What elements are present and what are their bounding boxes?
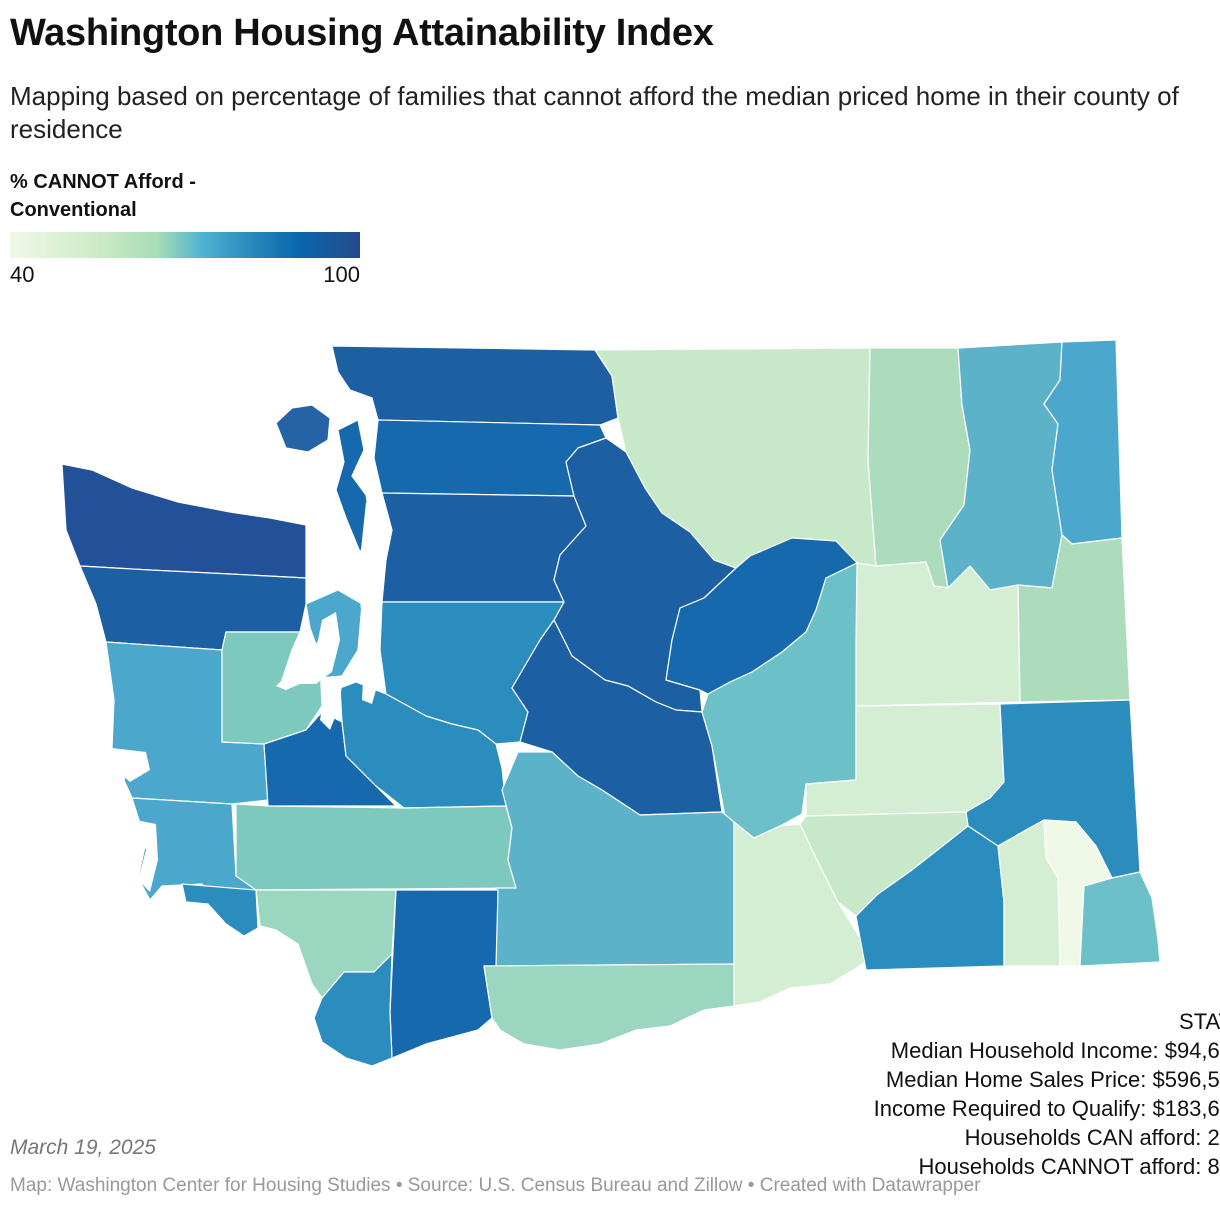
stats-median-home-sales-price: Median Home Sales Price: $596,51	[885, 1067, 1220, 1092]
county-clark[interactable]	[313, 953, 393, 1067]
county-san-juan[interactable]	[275, 404, 331, 453]
puget-sound-water	[112, 502, 380, 892]
county-snohomish[interactable]	[381, 492, 587, 603]
legend-min-label: 40	[10, 262, 35, 287]
county-wahkiakum[interactable]	[181, 883, 259, 937]
legend-title: % CANNOT Afford - Conventional	[10, 171, 196, 221]
county-spokane[interactable]	[1017, 534, 1131, 703]
county-pend-oreille[interactable]	[1043, 339, 1123, 545]
county-asotin[interactable]	[1079, 871, 1161, 967]
legend-gradient-bar	[10, 232, 360, 258]
stats-median-household-income: Median Household Income: $94,60	[890, 1038, 1220, 1063]
color-legend: % CANNOT Afford - Conventional 40 100	[10, 168, 360, 290]
stats-income-required: Income Required to Qualify: $183,61	[873, 1096, 1220, 1121]
chart-title: Washington Housing Attainability Index	[10, 12, 714, 54]
statewide-stats-box: STAT Median Household Income: $94,60 Med…	[0, 1008, 1220, 1178]
county-lewis[interactable]	[235, 803, 517, 891]
publish-date: March 19, 2025	[10, 1136, 156, 1159]
legend-max-label: 100	[323, 262, 360, 287]
source-footer: Map: Washington Center for Housing Studi…	[10, 1175, 981, 1196]
washington-county-map	[61, 339, 1161, 1067]
stats-households-can-afford: Households CAN afford: 20	[964, 1125, 1220, 1150]
county-kittitas[interactable]	[511, 619, 723, 816]
stats-households-cannot-afford: Households CANNOT afford: 80	[918, 1154, 1220, 1178]
county-klickitat[interactable]	[483, 963, 735, 1051]
chart-subtitle: Mapping based on percentage of families …	[10, 81, 1179, 144]
legend-scale-labels: 40 100	[10, 262, 360, 290]
county-mason[interactable]	[221, 631, 323, 745]
county-clallam[interactable]	[61, 463, 307, 579]
county-pierce[interactable]	[339, 681, 507, 809]
county-whatcom[interactable]	[331, 345, 619, 426]
stats-heading: STAT	[1179, 1009, 1220, 1034]
